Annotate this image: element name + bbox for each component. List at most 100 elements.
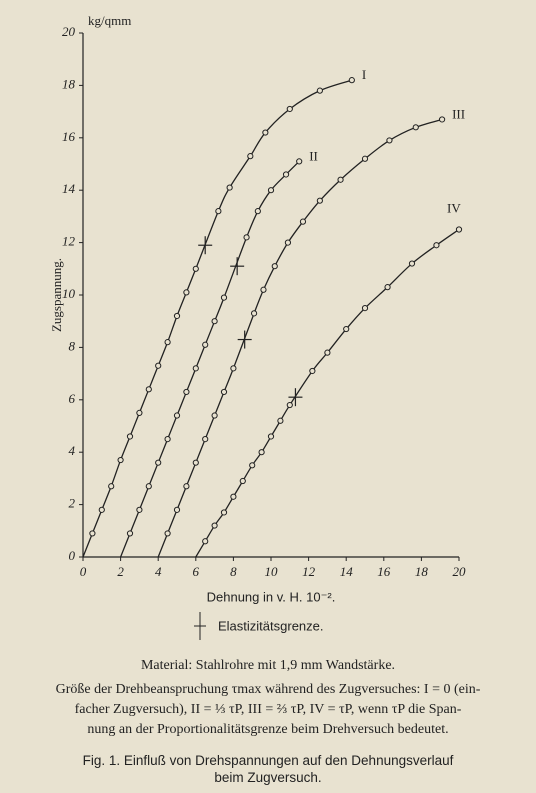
data-point <box>183 483 190 490</box>
data-point <box>296 158 303 165</box>
data-point <box>192 459 199 466</box>
data-point <box>126 433 134 440</box>
series-label: III <box>452 106 465 121</box>
data-point <box>286 105 293 113</box>
caption-stress: facher Zugversuch), II = ⅓ τP, III = ⅔ τ… <box>74 702 462 717</box>
data-point <box>412 124 419 131</box>
data-point <box>343 325 350 333</box>
x-tick-label: 0 <box>80 564 87 579</box>
data-point <box>284 239 292 246</box>
x-tick-label: 16 <box>377 564 391 579</box>
data-point <box>286 401 293 409</box>
data-point <box>258 449 265 456</box>
chart: kg/qmm Zugspannung. Dehnung in v. H. 10⁻… <box>49 13 466 640</box>
curve <box>195 228 460 558</box>
curve <box>119 160 300 558</box>
data-point <box>164 530 171 537</box>
y-tick-label: 14 <box>62 181 76 196</box>
data-point <box>211 318 218 325</box>
series-label: IV <box>447 200 461 215</box>
data-point <box>271 263 278 270</box>
y-tick-label: 20 <box>62 24 76 39</box>
data-point <box>220 509 228 516</box>
x-tick-label: 6 <box>193 564 200 579</box>
data-point <box>211 522 218 529</box>
data-point <box>267 187 275 194</box>
y-tick-label: 18 <box>62 76 76 91</box>
curve <box>157 118 443 558</box>
caption-stress: Größe der Drehbeanspruchung τmax während… <box>55 682 481 697</box>
data-point <box>183 388 190 396</box>
data-point <box>155 362 162 369</box>
data-point <box>117 456 124 464</box>
data-point <box>455 226 463 233</box>
x-tick-label: 2 <box>117 564 124 579</box>
data-point <box>136 506 143 513</box>
data-point <box>262 129 269 136</box>
data-point <box>164 436 171 443</box>
data-point <box>220 294 228 301</box>
data-point <box>230 365 237 372</box>
data-point <box>202 341 209 348</box>
data-point <box>433 242 440 249</box>
data-point <box>239 477 246 485</box>
figure-caption: beim Zugversuch. <box>214 770 322 785</box>
data-point <box>254 208 261 215</box>
x-axis-label: Dehnung in v. H. 10⁻². <box>207 589 336 604</box>
data-point <box>226 184 233 191</box>
data-point <box>145 386 152 393</box>
data-point <box>260 286 267 293</box>
data-point <box>386 137 393 144</box>
data-point <box>173 312 181 320</box>
data-point <box>202 436 209 443</box>
data-point <box>192 365 199 372</box>
y-axis-label: Zugspannung. <box>49 258 64 332</box>
data-point <box>108 483 115 490</box>
data-point <box>126 530 134 537</box>
data-point <box>155 459 162 466</box>
x-tick-label: 14 <box>340 564 354 579</box>
data-point <box>361 155 369 162</box>
data-point <box>89 530 96 537</box>
data-point <box>192 265 199 272</box>
series-label: II <box>309 148 318 163</box>
data-point <box>247 153 254 160</box>
data-point <box>173 506 181 513</box>
data-point <box>183 289 190 296</box>
data-point <box>267 433 275 440</box>
data-point <box>309 367 316 375</box>
data-point <box>164 339 171 346</box>
data-point <box>361 305 369 312</box>
y-tick-label: 10 <box>62 286 76 301</box>
data-point <box>215 208 222 215</box>
legend-label: Elastizitätsgrenze. <box>218 618 324 633</box>
figure-caption: Fig. 1. Einfluß von Drehspannungen auf d… <box>82 753 454 768</box>
data-point <box>145 483 152 490</box>
y-tick-label: 12 <box>62 234 76 249</box>
data-point <box>316 87 323 94</box>
x-tick-label: 8 <box>230 564 237 579</box>
data-point <box>337 176 344 183</box>
y-tick-label: 2 <box>69 496 76 511</box>
y-tick-label: 4 <box>69 443 76 458</box>
series-label: I <box>362 67 366 82</box>
data-point <box>277 417 284 424</box>
x-tick-label: 12 <box>302 564 316 579</box>
data-point <box>173 412 181 419</box>
data-point <box>136 409 143 416</box>
data-point <box>250 310 258 317</box>
data-point <box>299 218 307 225</box>
y-tick-label: 6 <box>69 391 76 406</box>
data-point <box>249 462 256 469</box>
data-point <box>211 412 218 419</box>
data-point <box>202 538 209 545</box>
x-tick-label: 4 <box>155 564 162 579</box>
data-point <box>384 284 391 291</box>
data-point <box>282 171 290 178</box>
data-point <box>316 197 323 204</box>
caption-material: Material: Stahlrohre mit 1,9 mm Wandstär… <box>140 658 396 673</box>
data-point <box>438 116 446 123</box>
y-tick-label: 8 <box>69 338 76 353</box>
data-point <box>230 493 237 500</box>
